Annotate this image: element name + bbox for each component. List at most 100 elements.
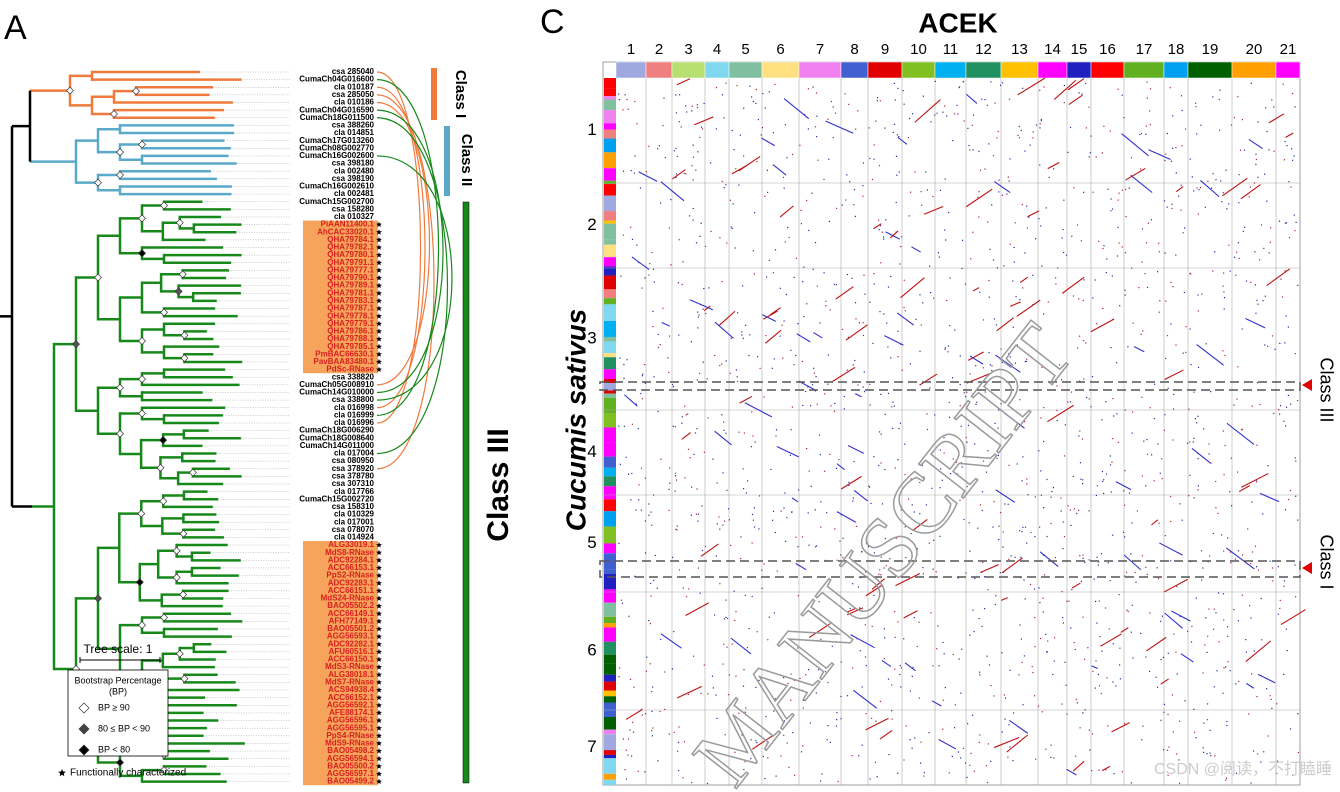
class-bar: [444, 126, 450, 196]
dot: [1146, 97, 1148, 99]
synteny-segment: [931, 700, 942, 707]
dot: [1250, 782, 1252, 784]
leaf-label: BAO05501.2: [327, 624, 374, 633]
dot: [1014, 222, 1016, 224]
dot: [710, 230, 712, 233]
dot: [884, 469, 886, 471]
dot: [783, 507, 785, 509]
dot: [1197, 489, 1199, 491]
dot: [631, 423, 633, 425]
dot: [672, 556, 674, 558]
dot: [791, 406, 793, 408]
dot: [1035, 758, 1037, 760]
dot: [671, 668, 673, 670]
dot: [1262, 513, 1264, 515]
dot: [1255, 312, 1257, 314]
dot: [954, 329, 956, 331]
dot: [791, 511, 793, 513]
dot: [1117, 226, 1119, 229]
dot: [1116, 413, 1118, 415]
chromosome-strip: [604, 110, 616, 124]
dot: [1206, 753, 1208, 755]
dot: [1034, 695, 1036, 697]
dot: [827, 354, 829, 356]
dot: [1062, 229, 1064, 231]
dot: [1124, 536, 1126, 538]
dot: [868, 485, 870, 487]
dot: [972, 609, 974, 611]
dot: [1110, 198, 1112, 200]
star-icon: [376, 648, 382, 655]
bootstrap-node: [78, 723, 90, 735]
dot: [1008, 180, 1010, 182]
dot: [813, 608, 815, 610]
leaf-label: cla 002481: [334, 189, 375, 198]
dot: [1061, 703, 1063, 705]
dot: [754, 212, 756, 214]
dot: [1223, 550, 1225, 552]
dot: [937, 625, 939, 627]
dot: [697, 316, 699, 318]
dot: [1237, 242, 1239, 244]
leaf-label: CumaCh17G013260: [299, 136, 374, 145]
dot: [1146, 439, 1148, 441]
dot: [799, 677, 801, 679]
dot: [1061, 379, 1063, 381]
dot: [944, 347, 946, 349]
synteny-segment: [660, 633, 682, 649]
dot: [1238, 257, 1240, 259]
dot: [704, 545, 707, 548]
bootstrap-node: [116, 171, 124, 179]
dot: [1029, 144, 1031, 146]
leaf-label: CumaCh15G002700: [299, 197, 374, 206]
dot: [1192, 441, 1194, 443]
star-icon: [376, 328, 382, 334]
dot: [1197, 458, 1199, 460]
synteny-segment: [966, 188, 993, 208]
synteny-segment: [1071, 582, 1081, 589]
dot: [855, 525, 858, 527]
dot: [944, 178, 946, 180]
dot: [897, 330, 899, 332]
leaf-label: cla 002480: [334, 166, 375, 175]
dot: [1047, 301, 1049, 303]
dot: [873, 144, 875, 146]
star-icon: [376, 740, 382, 746]
leaf-label: CumaCh16G002610: [299, 182, 374, 191]
dot: [755, 740, 757, 742]
dot: [1096, 323, 1098, 325]
dot: [1200, 550, 1203, 552]
synteny-segment: [772, 164, 787, 176]
dot: [787, 682, 789, 685]
dot: [900, 246, 902, 248]
dot: [1167, 652, 1169, 654]
dot: [784, 124, 786, 126]
chromosome-strip: [604, 211, 616, 216]
dot: [1127, 346, 1129, 348]
dot: [950, 473, 952, 475]
chromosome-strip: [604, 223, 616, 240]
dot: [1291, 148, 1293, 150]
dot: [1257, 569, 1260, 571]
dot: [1261, 639, 1263, 641]
bootstrap-node: [116, 383, 124, 392]
dot: [1251, 501, 1253, 503]
chromosome-bar: [615, 61, 647, 79]
dot: [751, 96, 753, 98]
synteny-segment: [825, 120, 854, 134]
dot: [750, 758, 752, 760]
leaf-label: BAO05499.2: [327, 777, 374, 786]
dot: [640, 509, 642, 511]
dot: [873, 456, 875, 458]
dot: [774, 531, 776, 534]
dot: [878, 573, 880, 575]
dot: [678, 726, 680, 728]
dot: [825, 305, 827, 307]
dot: [678, 770, 680, 772]
synteny-segment: [1001, 557, 1023, 574]
dot: [1007, 756, 1009, 758]
dot: [768, 259, 770, 261]
synteny-segment: [911, 246, 921, 253]
dot: [878, 464, 880, 467]
dot: [1228, 203, 1230, 205]
